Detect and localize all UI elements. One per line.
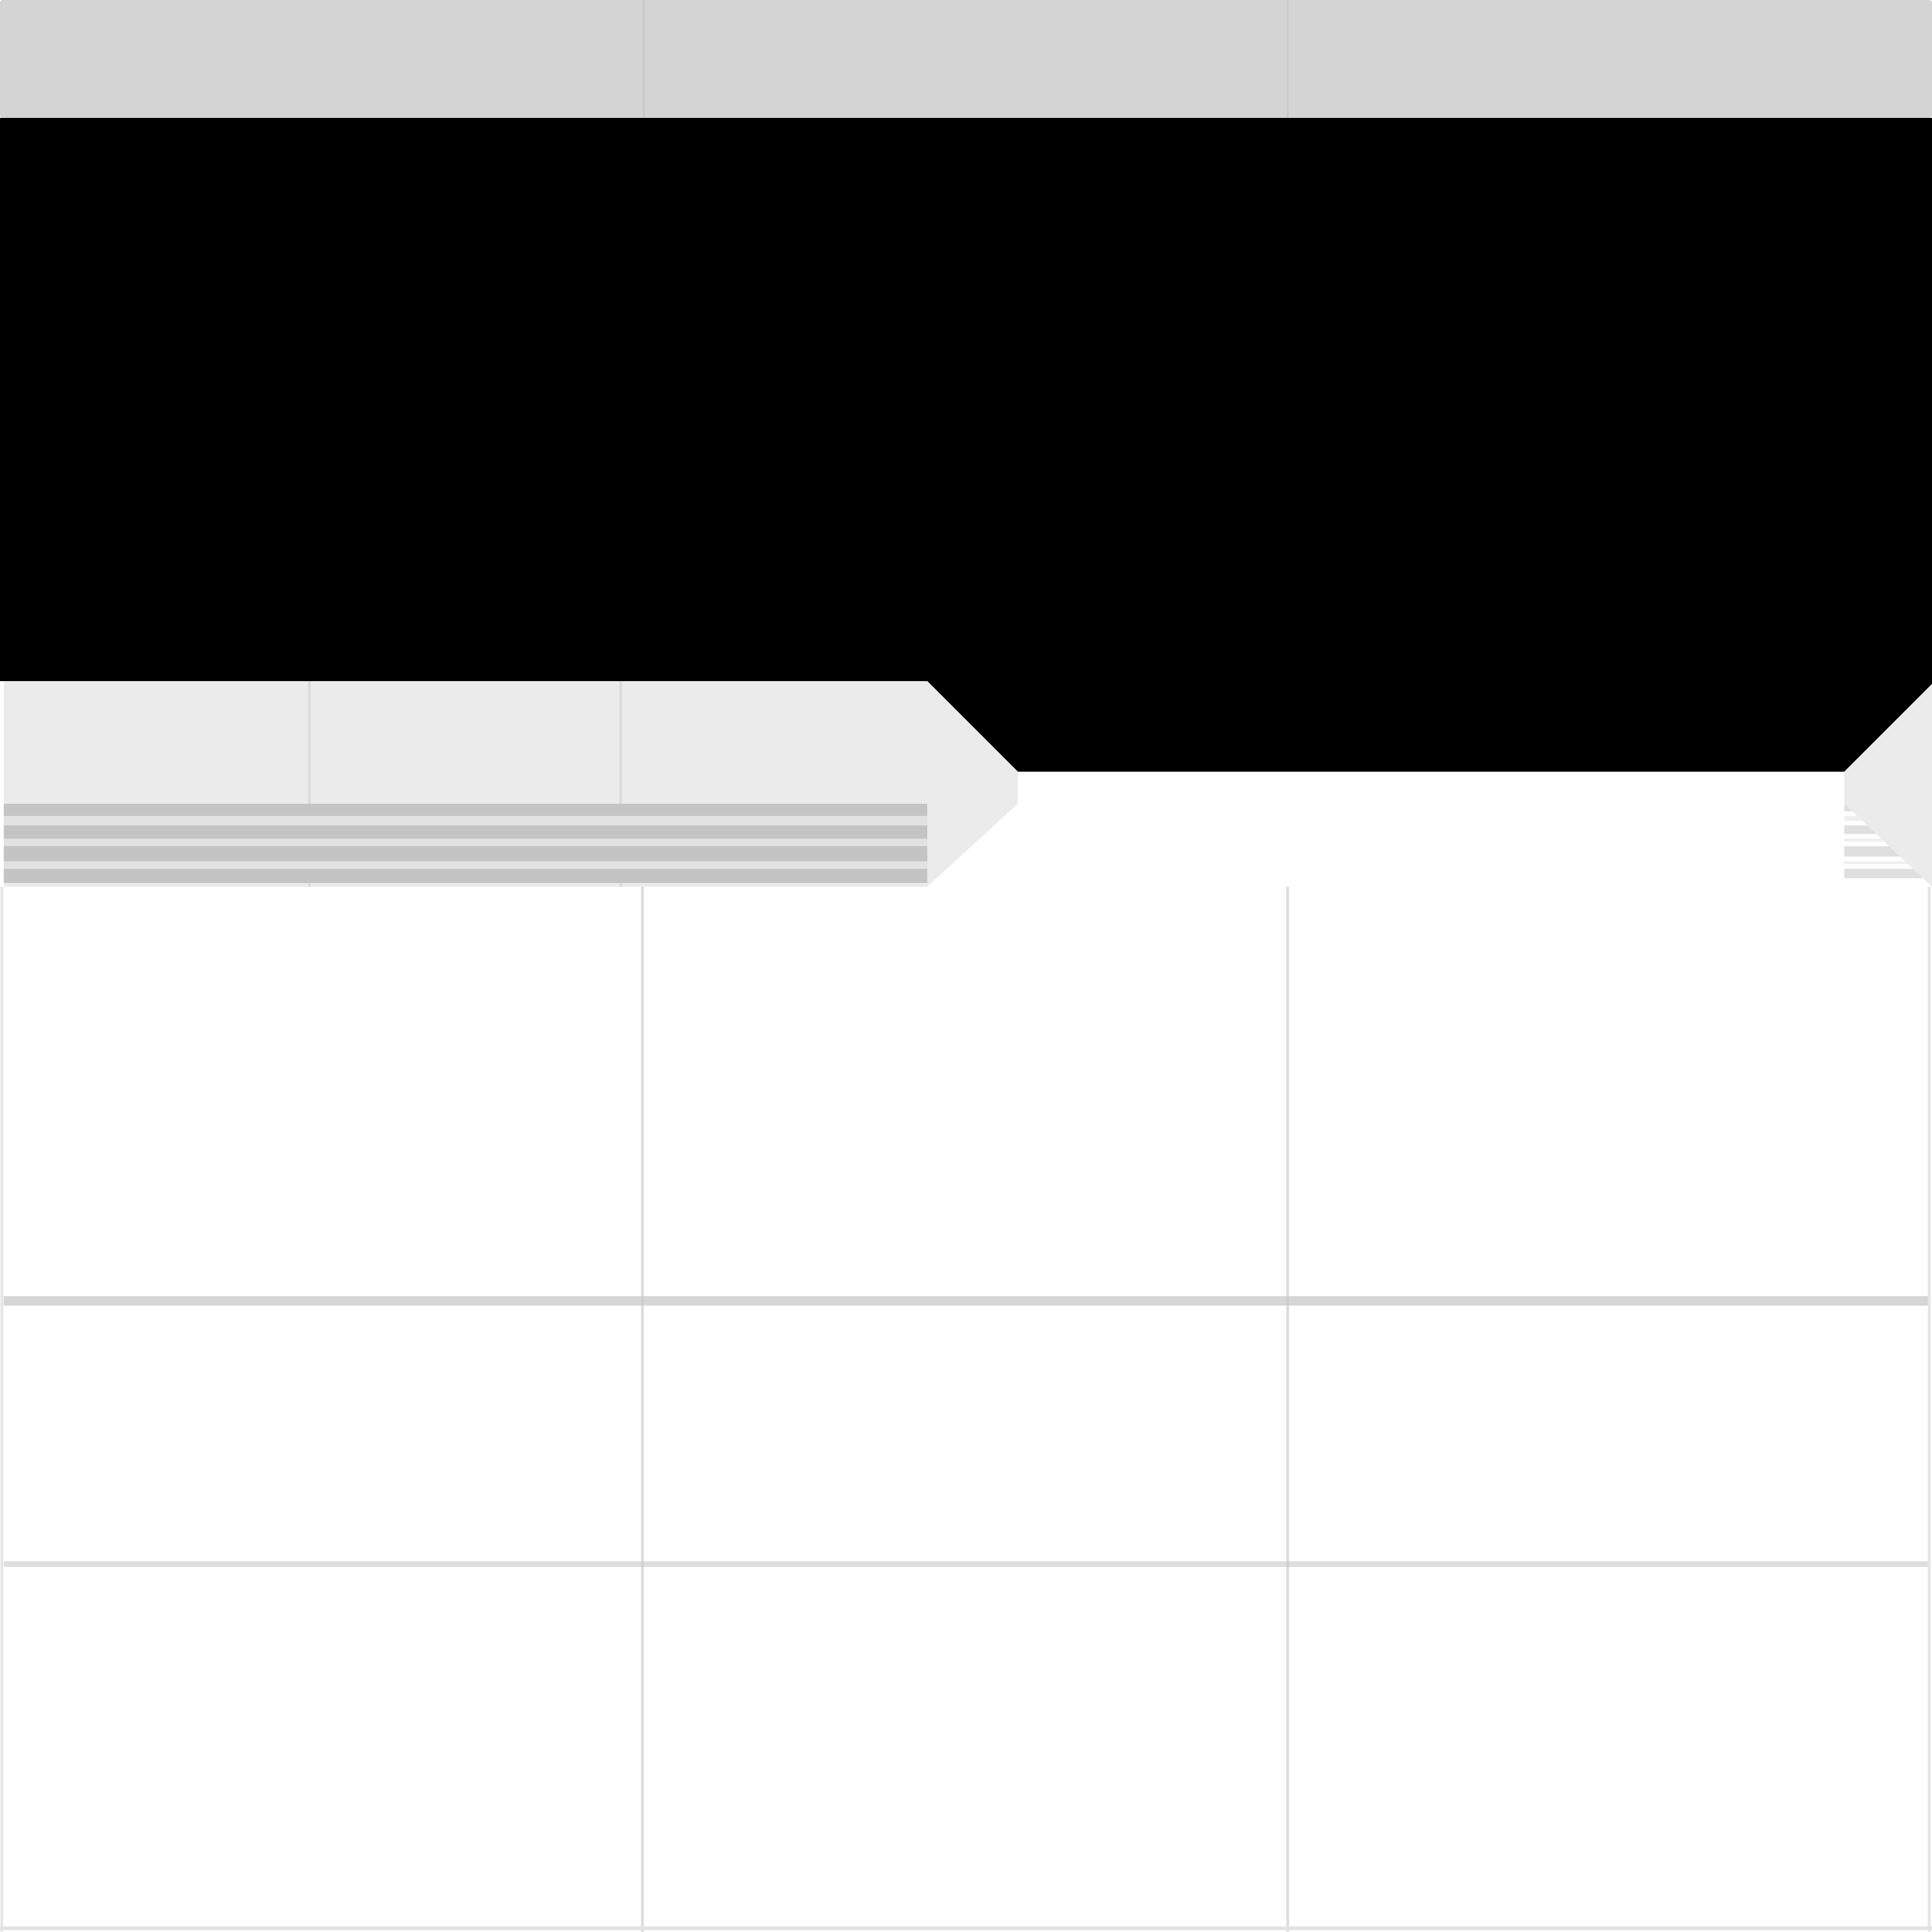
grid-cell[interactable]: [3, 1567, 640, 1929]
tab-slant-left: [927, 681, 1018, 887]
tab-stripe: [4, 839, 927, 846]
tab-strip: [4, 681, 1932, 887]
tab-stripe: [4, 861, 927, 869]
grid-cell[interactable]: [1291, 1304, 1929, 1561]
tab-stripes: [4, 804, 1932, 883]
dark-backdrop: [0, 118, 1932, 772]
header-bar: [0, 0, 1932, 118]
grid-row-divider[interactable]: [4, 1561, 1928, 1567]
grid-cell[interactable]: [1291, 890, 1929, 1298]
grid-cell[interactable]: [3, 890, 640, 1298]
grid-cell[interactable]: [645, 1304, 1285, 1561]
tab-stripe: [1844, 869, 1932, 878]
tab-slant-right: [1844, 684, 1932, 887]
grid-row-divider[interactable]: [4, 1296, 1928, 1306]
tab-stripe: [4, 825, 927, 839]
content-grid: [0, 887, 1932, 1932]
grid-cell[interactable]: [3, 1304, 640, 1561]
header-background: [0, 0, 1932, 118]
grid-cell[interactable]: [645, 890, 1285, 1298]
active-tab[interactable]: [927, 772, 1844, 887]
tab-stripe: [4, 869, 927, 883]
tab-stripe: [1844, 861, 1932, 864]
tab-stripe: [4, 846, 927, 861]
grid-cell[interactable]: [645, 1567, 1285, 1929]
tab-stripe: [4, 804, 927, 816]
tab-stripe: [4, 816, 927, 825]
grid-cell[interactable]: [1291, 1567, 1929, 1929]
